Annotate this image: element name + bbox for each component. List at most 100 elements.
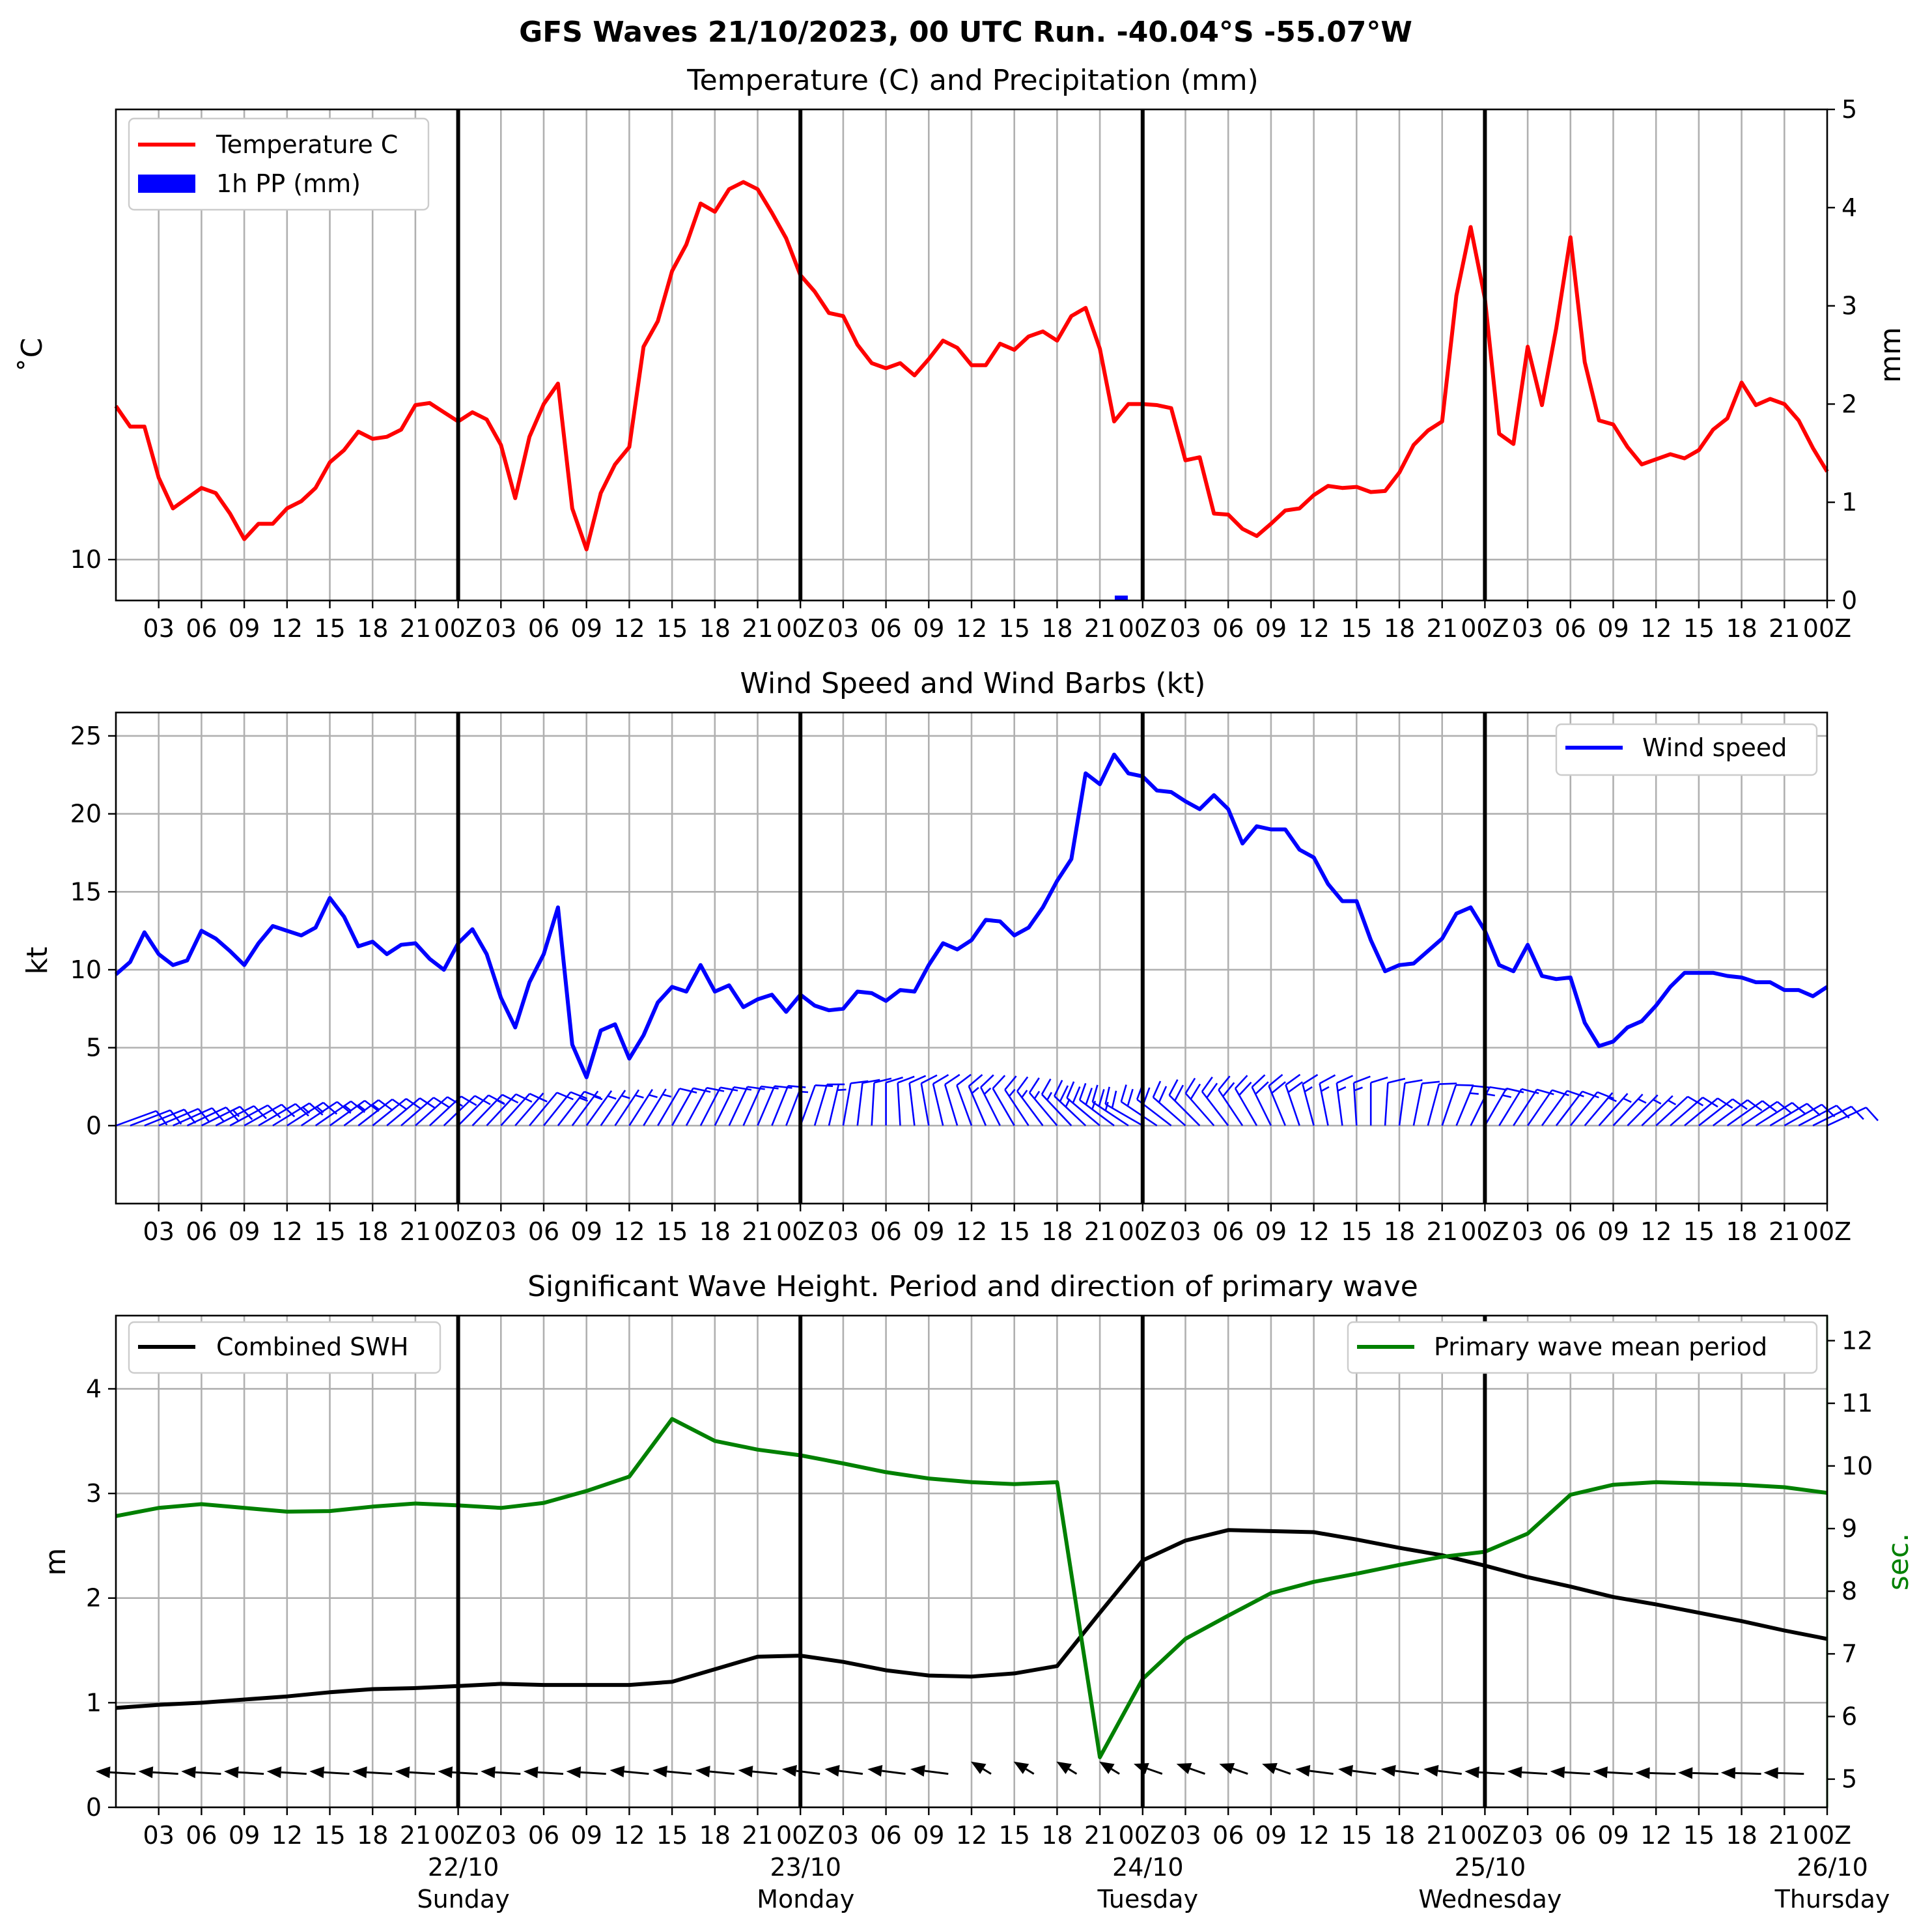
x-tick-label: 00Z xyxy=(776,1217,824,1246)
x-tick-label: 09 xyxy=(571,1217,602,1246)
wave-direction-arrow-shaft xyxy=(1025,1768,1035,1775)
wave-direction-arrow-shaft xyxy=(238,1771,264,1775)
day-date-label: 22/10 xyxy=(428,1853,499,1882)
wind-barb xyxy=(980,1074,1001,1126)
wave-direction-arrow-head xyxy=(1720,1767,1736,1779)
x-tick-label: 18 xyxy=(1384,1217,1415,1246)
wave-direction-arrow-head xyxy=(652,1766,667,1777)
x-tick-label: 12 xyxy=(272,614,303,643)
wind-barb xyxy=(1641,1095,1677,1127)
y-tick-label: 2 xyxy=(86,1584,102,1613)
wind-barb xyxy=(1584,1092,1617,1127)
wind-barb xyxy=(1555,1090,1599,1127)
wind-barb xyxy=(685,1086,725,1126)
x-tick-label: 03 xyxy=(1169,1821,1201,1850)
x-tick-label: 06 xyxy=(1555,1821,1586,1850)
x-tick-label: 18 xyxy=(699,614,731,643)
x-tick-label: 06 xyxy=(186,1217,217,1246)
wind-legend-box xyxy=(1555,723,1818,776)
temperature-marks xyxy=(114,180,1829,600)
wind-barb xyxy=(1004,1075,1029,1127)
wind-barb xyxy=(130,1109,182,1127)
x-tick-label: 15 xyxy=(1683,614,1715,643)
wind-barb xyxy=(1427,1082,1457,1126)
x-tick-label: 18 xyxy=(357,614,388,643)
x-tick-label: 18 xyxy=(1726,1217,1757,1246)
x-tick-label: 03 xyxy=(1512,1821,1543,1850)
x-tick-label: 15 xyxy=(314,614,345,643)
x-tick-label: 06 xyxy=(528,1821,559,1850)
x-tick-label: 03 xyxy=(485,1821,516,1850)
wind-barb xyxy=(1104,1086,1143,1127)
y2-tick-label: 6 xyxy=(1841,1702,1857,1731)
wind-barb xyxy=(897,1075,915,1126)
wave-direction-arrow-head xyxy=(266,1766,282,1779)
wind-barb xyxy=(173,1107,225,1127)
x-tick-label: 12 xyxy=(613,614,645,643)
wave-direction-arrow-head xyxy=(867,1765,883,1777)
x-tick-label: 12 xyxy=(1298,1821,1329,1850)
y2-tick-label: 9 xyxy=(1841,1514,1857,1543)
wave-direction-arrow-head xyxy=(523,1766,539,1779)
wind-legend: Wind speed xyxy=(1555,723,1818,776)
wind-barb xyxy=(968,1074,987,1126)
x-tick-label: 06 xyxy=(1212,614,1244,643)
x-tick-label: 09 xyxy=(1255,614,1287,643)
wave-direction-arrow-head xyxy=(781,1765,797,1777)
x-tick-label: 18 xyxy=(699,1821,731,1850)
wind-barb xyxy=(1078,1082,1115,1127)
day-date-label: 26/10 xyxy=(1797,1853,1868,1882)
y2-tick-label: 4 xyxy=(1841,193,1857,222)
wave-direction-arrow-head xyxy=(1423,1765,1439,1777)
y2-tick-label: 10 xyxy=(1841,1452,1873,1480)
wind-barb xyxy=(1054,1080,1087,1127)
x-tick-label: 21 xyxy=(742,614,773,643)
wave-direction-arrow-shaft xyxy=(709,1770,735,1775)
wind-barb xyxy=(1527,1089,1569,1127)
wave-direction-arrow-shaft xyxy=(1147,1768,1163,1775)
wind-barb xyxy=(714,1086,752,1126)
wave-direction-arrow-head xyxy=(1295,1765,1311,1777)
wind-axes: 03 06 09 12 15 18 21 00Z 03 06 09 12 15 18 21 00Z 03 06 09… xyxy=(70,711,1851,1246)
wind-barb xyxy=(600,1090,630,1127)
wind-barb xyxy=(557,1090,602,1127)
wind-barb xyxy=(529,1092,574,1127)
wind-barb xyxy=(571,1090,603,1127)
x-tick-label: 06 xyxy=(870,614,901,643)
wind-barb xyxy=(229,1104,281,1127)
x-tick-label: 12 xyxy=(1640,1217,1672,1246)
x-tick-label: 06 xyxy=(186,1821,217,1850)
wind-barb xyxy=(657,1088,697,1126)
wind-barb xyxy=(1627,1094,1662,1127)
x-tick-label: 00Z xyxy=(776,1821,824,1850)
wind-barb xyxy=(1569,1091,1614,1127)
x-tick-label: 09 xyxy=(229,1217,260,1246)
wind-barb xyxy=(992,1075,1015,1126)
wave-direction-arrow-head xyxy=(138,1766,154,1779)
y2-tick-label: 12 xyxy=(1841,1326,1873,1355)
x-tick-label: 00Z xyxy=(1461,614,1509,643)
wind-barb xyxy=(1234,1075,1258,1126)
wind-barb xyxy=(1798,1105,1850,1127)
wave-direction-arrow-shaft xyxy=(1232,1768,1248,1775)
wind-barb xyxy=(932,1074,949,1126)
y2-tick-label: 11 xyxy=(1841,1389,1873,1418)
y-tick-label: 4 xyxy=(86,1374,102,1403)
x-tick-label: 03 xyxy=(485,1217,516,1246)
wind-barb xyxy=(1698,1098,1748,1127)
x-tick-label: 21 xyxy=(1084,614,1115,643)
wave-direction-arrow-head xyxy=(971,1761,987,1774)
wind-barb xyxy=(1655,1095,1704,1127)
wave-direction-arrow-head xyxy=(1678,1767,1693,1779)
wind-barb xyxy=(1398,1079,1423,1126)
x-tick-label: 21 xyxy=(400,1217,431,1246)
x-tick-label: 21 xyxy=(1427,1217,1458,1246)
wind-barb xyxy=(1251,1074,1272,1126)
y2-tick-label: 5 xyxy=(1841,1765,1857,1794)
wave-direction-arrow-head xyxy=(1338,1765,1353,1777)
day-name-label: Tuesday xyxy=(1097,1885,1198,1913)
y-tick-label: 0 xyxy=(86,1793,102,1822)
y-tick-label: 1 xyxy=(86,1688,102,1717)
x-tick-label: 15 xyxy=(1341,614,1372,643)
wave-direction-arrow-shaft xyxy=(1479,1771,1505,1775)
